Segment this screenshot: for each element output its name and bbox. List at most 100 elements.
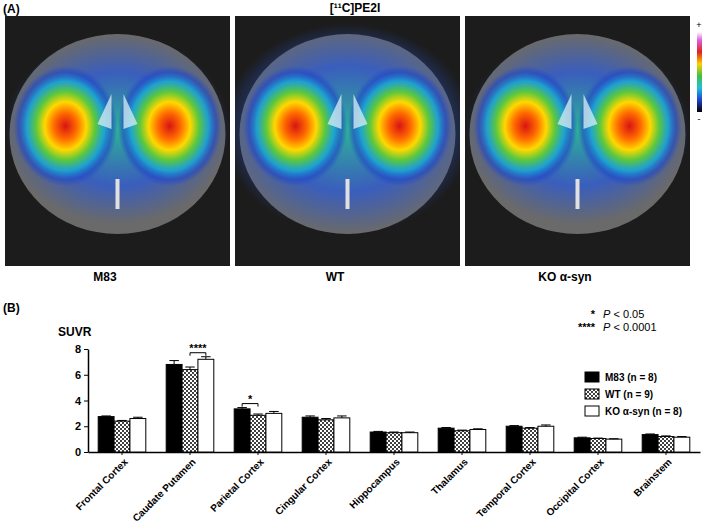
- uptake-hotspot: [474, 66, 578, 186]
- x-tick-mark: [462, 452, 463, 455]
- legend-label: WT (n = 9): [605, 389, 653, 400]
- error-bar-cap: [677, 436, 687, 437]
- x-tick-label: Hippocampus: [347, 456, 402, 511]
- y-tick: 2: [75, 420, 88, 432]
- error-bar-cap: [457, 430, 467, 431]
- image-background: [5, 16, 230, 266]
- uptake-hotspot: [244, 66, 348, 186]
- significance-key-symbol: *: [591, 308, 596, 320]
- bar: [166, 364, 182, 452]
- bar: [454, 431, 470, 452]
- image-label: KO α-syn: [538, 270, 591, 284]
- y-axis-title: SUVR: [58, 325, 92, 339]
- x-tick: Hippocampus: [347, 452, 402, 511]
- x-axis: Frontal CortexCaudate PutamenParietal Co…: [74, 452, 701, 524]
- y-tick-mark: [84, 452, 88, 453]
- error-bar-cap: [593, 438, 603, 439]
- bar: [198, 359, 214, 452]
- bar: [114, 421, 130, 452]
- error-bar: [389, 432, 399, 434]
- y-tick: 0: [75, 446, 88, 458]
- ventricle: [328, 94, 342, 129]
- error-bar-cap: [609, 438, 619, 439]
- bar: [334, 418, 350, 452]
- error-bar-cap: [305, 415, 315, 416]
- error-bar: [525, 427, 535, 429]
- x-tick-label: Temporal Cortex: [474, 456, 538, 520]
- error-bar-cap: [577, 437, 587, 438]
- bar: [318, 420, 334, 452]
- pet-image: [5, 16, 230, 266]
- error-bar: [509, 425, 519, 427]
- bar: [402, 433, 418, 452]
- error-bar-cap: [389, 432, 399, 433]
- uptake-hotspot: [118, 66, 222, 186]
- ventricle: [98, 94, 112, 129]
- significance-key-text: P < 0.0001: [603, 321, 657, 333]
- error-bar-cap: [645, 433, 655, 434]
- colorbar-label: +: [696, 20, 701, 30]
- colorbar-label: -: [698, 114, 701, 124]
- error-bar: [405, 432, 415, 434]
- y-tick-label: 8: [75, 343, 81, 355]
- error-bar: [645, 433, 655, 435]
- legend-entry: WT (n = 9): [585, 389, 653, 400]
- error-bar: [169, 361, 179, 365]
- error-bar: [305, 416, 315, 417]
- legend-label: KO α-syn (n = 8): [605, 406, 682, 417]
- uptake-hotspot: [578, 66, 682, 186]
- image-label: WT: [326, 270, 345, 284]
- error-bar: [593, 438, 603, 439]
- error-bar-cap: [101, 415, 111, 416]
- x-tick-label: Caudate Putamen: [130, 456, 198, 524]
- bar: [522, 428, 538, 452]
- figure: (A)[¹¹C]PE2IM83WTKO α-syn+-(B)SUVR02468F…: [0, 0, 709, 526]
- y-tick-mark: [84, 426, 88, 427]
- error-bar: [101, 415, 111, 417]
- bar: [590, 438, 606, 452]
- bar: [182, 370, 198, 452]
- x-tick: Thalamus: [429, 452, 470, 497]
- plot-area: [98, 357, 690, 452]
- bar: [642, 435, 658, 452]
- y-tick-mark: [84, 375, 88, 376]
- error-bar: [541, 425, 551, 426]
- error-bar-cap: [541, 424, 551, 425]
- uptake-halo: [466, 34, 690, 224]
- y-axis: 02468: [75, 343, 89, 458]
- bar: [606, 439, 622, 452]
- legend-label: M83 (n = 8): [605, 372, 657, 383]
- ventricle: [584, 94, 598, 129]
- legend-swatch: [585, 406, 599, 416]
- error-bar-cap: [117, 420, 127, 421]
- error-bar-cap: [169, 360, 179, 361]
- series: [130, 357, 690, 452]
- uptake-halo: [6, 34, 230, 224]
- x-tick-mark: [190, 452, 191, 455]
- y-tick-label: 6: [75, 369, 81, 381]
- x-tick-label: Frontal Cortex: [74, 456, 130, 512]
- x-tick-label: Brainstem: [631, 456, 673, 498]
- bar: [470, 429, 486, 452]
- x-tick: Cingular Cortex: [273, 452, 334, 517]
- midline: [576, 179, 580, 209]
- error-bar-cap: [405, 432, 415, 433]
- error-bar: [373, 431, 383, 433]
- x-tick-mark: [394, 452, 395, 455]
- error-bar: [609, 438, 619, 439]
- legend-entry: KO α-syn (n = 8): [585, 406, 682, 417]
- image-label: M83: [93, 270, 117, 284]
- error-bar-cap: [509, 425, 519, 426]
- bar: [506, 426, 522, 452]
- x-tick: Temporal Cortex: [474, 452, 538, 520]
- error-bar-cap: [525, 427, 535, 428]
- error-bar: [133, 417, 143, 418]
- error-bar: [253, 414, 263, 415]
- ventricle: [124, 94, 138, 129]
- bar: [234, 409, 250, 452]
- bar: [98, 417, 114, 452]
- panel-label: (A): [3, 2, 20, 16]
- legend: M83 (n = 8) WT (n = 9) KO α-syn (n = 8): [585, 372, 682, 417]
- y-tick: 8: [75, 343, 88, 355]
- x-tick-mark: [326, 452, 327, 455]
